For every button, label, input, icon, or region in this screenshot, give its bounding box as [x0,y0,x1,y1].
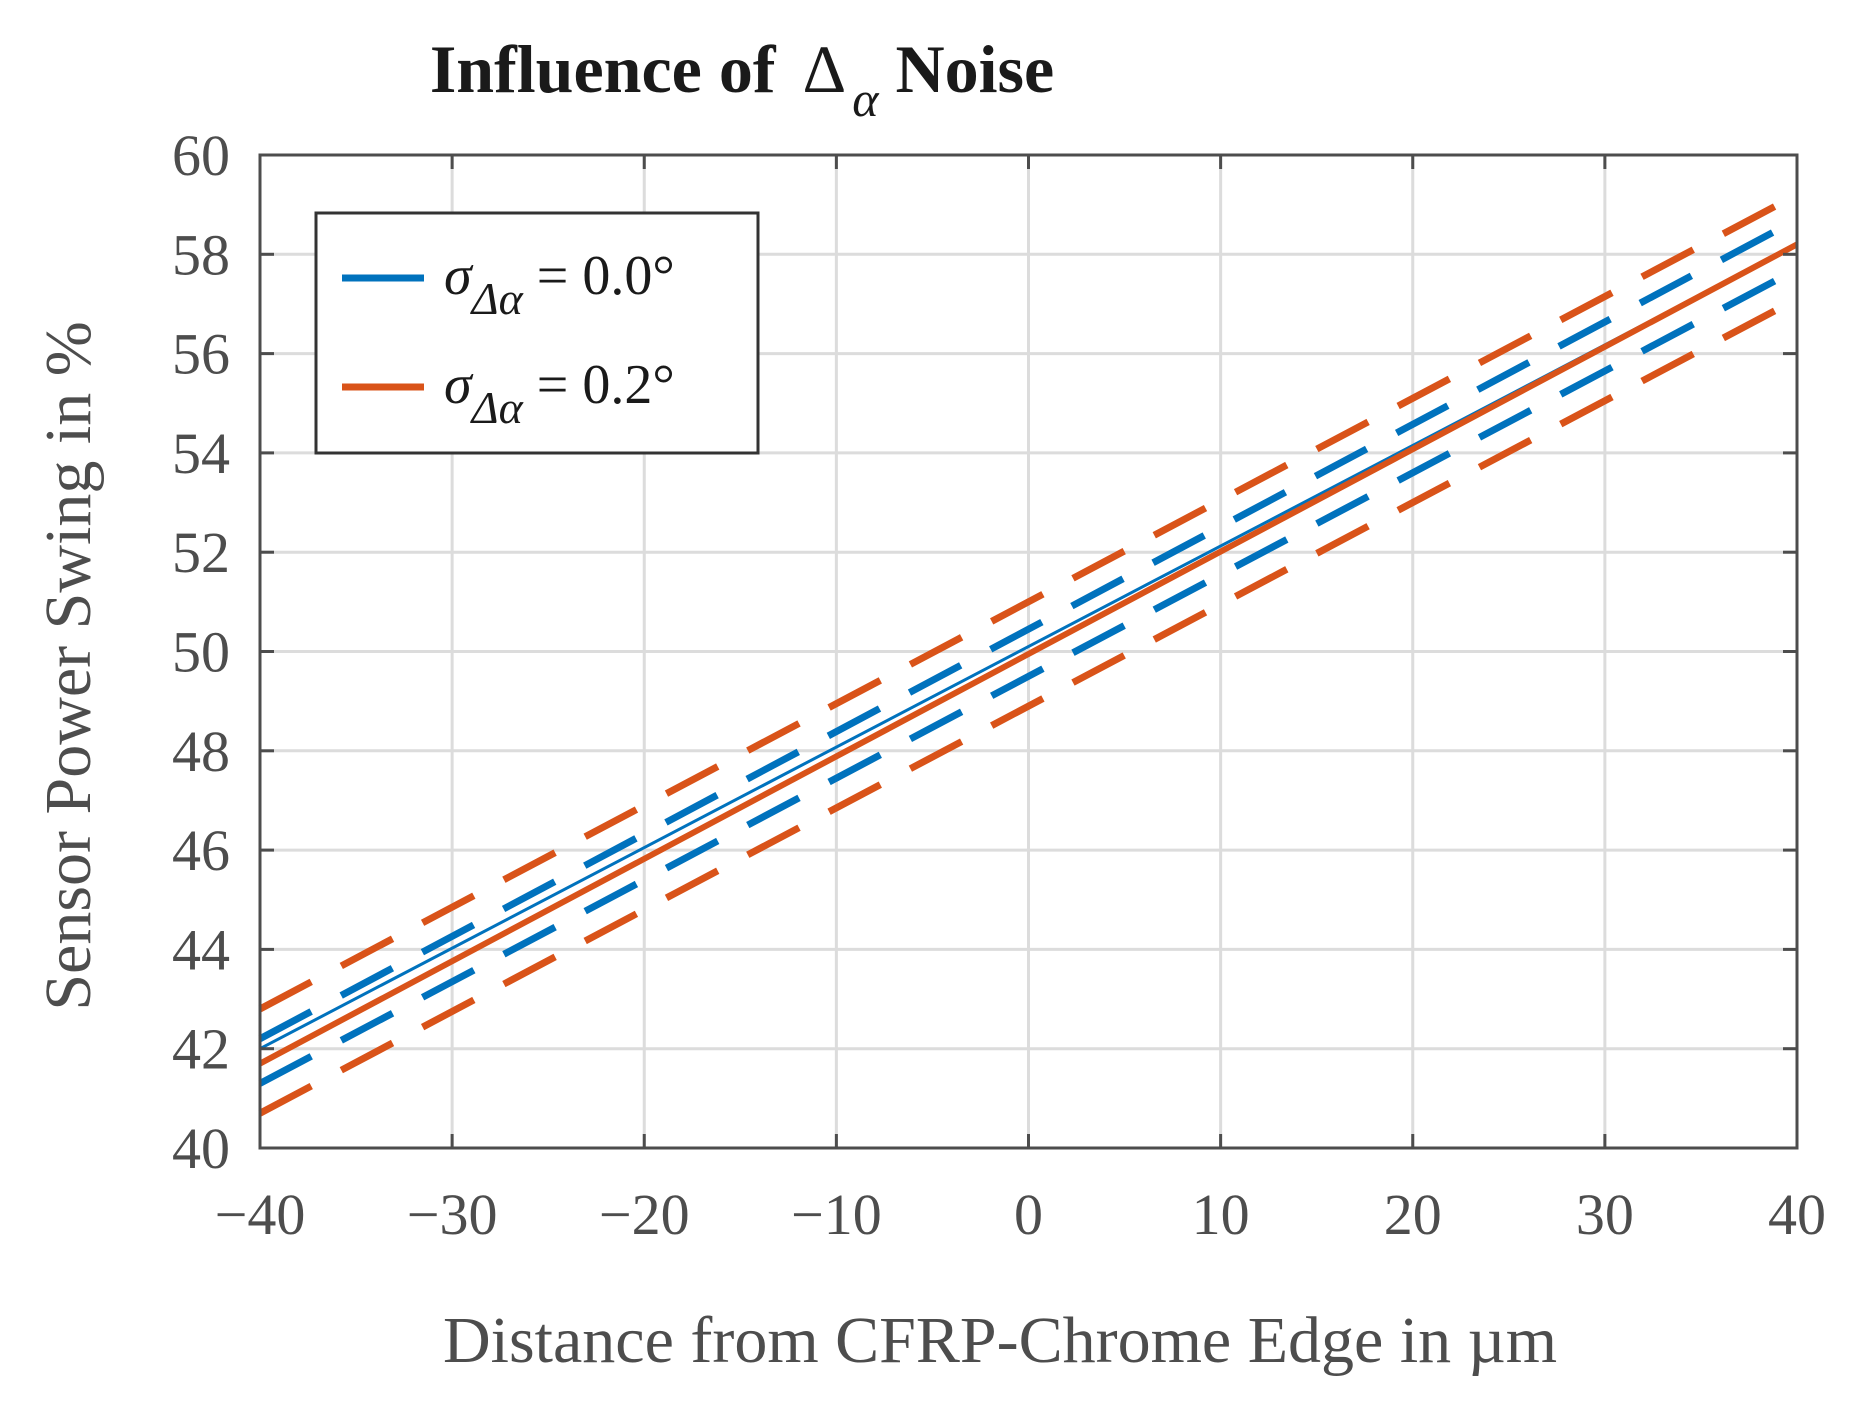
axes [258,153,1799,1150]
x-tick-label: −30 [407,1182,498,1247]
legend-subscript-1: Δα [470,382,524,433]
y-tick-label: 44 [172,917,230,982]
y-tick-label: 48 [172,719,230,784]
series-0-lower-bound [258,266,1799,1087]
x-tick-label: 30 [1576,1182,1634,1247]
series-layer [258,191,1799,1117]
y-tick-label: 54 [172,421,230,486]
series-1-lower-bound [258,295,1799,1117]
x-tick-label: 40 [1768,1182,1826,1247]
y-tick-label: 46 [172,818,230,883]
legend-label-series-0: σΔα = 0.0° [444,245,675,324]
chart-title-symbol: Δ [803,31,847,107]
y-tick-label: 50 [172,620,230,685]
chart-title-suffix: Noise [878,31,1054,107]
legend-symbol-0: σ [444,245,474,307]
legend-value-1: = 0.2° [523,354,675,416]
y-tick-label: 42 [172,1017,230,1082]
x-tick-label: 10 [1192,1182,1250,1247]
y-tick-label: 58 [172,222,230,287]
y-tick-label: 40 [172,1116,230,1181]
chart-title-prefix: Influence of [430,31,793,107]
legend-box [314,211,760,455]
legend-subscript-0: Δα [470,273,524,324]
y-tick-label: 60 [172,123,230,188]
series-0-upper-bound [258,216,1799,1042]
series-1-mean-line [258,241,1799,1067]
y-tick-label: 56 [172,322,230,387]
x-tick-label: −40 [215,1182,306,1247]
x-axis-label: Distance from CFRP-Chrome Edge in µm [443,1304,1557,1377]
x-tick-label: −20 [599,1182,690,1247]
x-tick-label: 20 [1384,1182,1442,1247]
legend-symbol-1: σ [444,354,474,416]
legend-label-series-1: σΔα = 0.2° [444,354,675,433]
legend: σΔα = 0.0° σΔα = 0.2° [314,211,760,455]
chart-title-subscript: α [852,71,880,127]
legend-value-0: = 0.0° [523,245,675,307]
y-axis-label: Sensor Power Swing in % [32,321,105,1010]
x-tick-label: 0 [1014,1182,1043,1247]
y-tick-label: 52 [172,520,230,585]
tick-labels: −40 −30 −20 −10 0 10 20 30 40 40 42 44 46 48 50 52 54 56 5… [172,123,1826,1247]
series-1-upper-bound [258,191,1799,1013]
x-tick-label: −10 [791,1182,882,1247]
